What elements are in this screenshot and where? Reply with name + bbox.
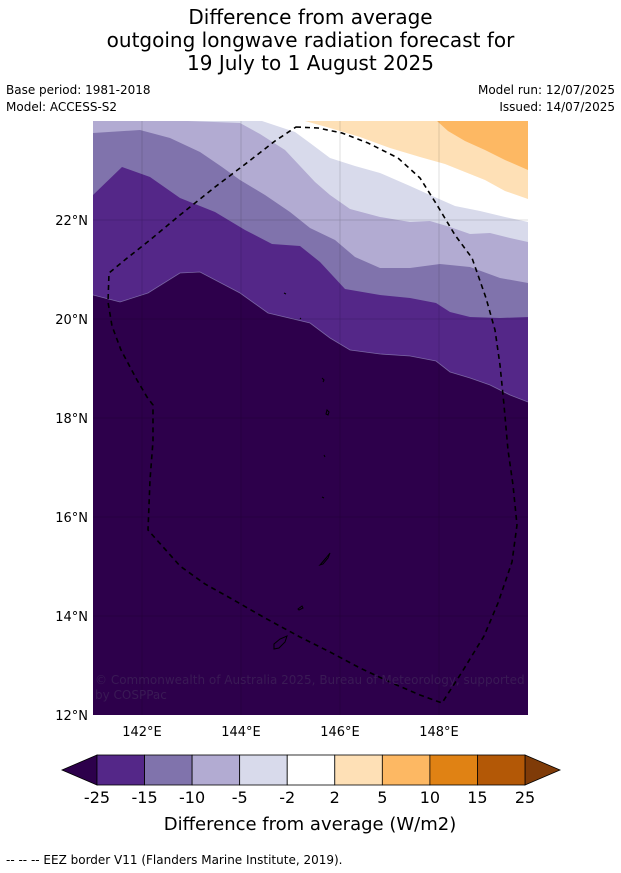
colorbar-segment [381,754,431,786]
lat-tick-18: 18°N [55,412,88,427]
contour-lines [93,271,528,403]
colorbar-segment [191,754,241,786]
colorbar-tick-label: 10 [420,788,440,807]
lat-tick-20: 20°N [55,313,88,328]
colorbar-tick-label: 5 [377,788,387,807]
colorbar-tick-label: -25 [84,788,110,807]
colorbar-tick-label: -2 [279,788,295,807]
copyright-line-1: © Commonwealth of Australia 2025, Bureau… [95,673,525,687]
colorbar-tick-label: -15 [131,788,157,807]
colorbar-over-triangle [524,754,562,786]
base-period-text: Base period: 1981-2018 [6,83,151,97]
lon-tick-146: 146°E [320,725,360,740]
issued-text: Issued: 14/07/2025 [499,100,615,114]
chart-title: Difference from average outgoing longwav… [0,6,621,75]
copyright-line-2: by COSPPac [95,688,167,702]
lat-tick-16: 16°N [55,511,88,526]
lat-tick-12: 12°N [55,709,88,724]
colorbar-under-triangle [60,754,98,786]
colorbar-tick-label: 2 [330,788,340,807]
colorbar-label: Difference from average (W/m2) [164,814,456,835]
graticule [93,121,528,715]
colorbar-segment [286,754,336,786]
colorbar-tick-label: 25 [515,788,535,807]
colorbar-tick-label: 15 [467,788,487,807]
band-5-to-10 [437,121,528,170]
longitude-axis: 142°E 144°E 146°E 148°E [122,725,459,740]
colorbar-segment [239,754,288,786]
model-text: Model: ACCESS-S2 [6,100,118,114]
lon-tick-142: 142°E [122,725,162,740]
colorbar-segment [477,754,526,786]
colorbar-segment [144,754,193,786]
eez-legend-text: -- -- -- EEZ border V11 (Flanders Marine… [6,853,343,867]
colorbar-tick-label: -10 [179,788,205,807]
olr-anomaly-field: © Commonwealth of Australia 2025, Bureau… [93,121,528,715]
title-line-3: 19 July to 1 August 2025 [187,51,434,75]
lat-tick-22: 22°N [55,214,88,229]
lat-tick-14: 14°N [55,610,88,625]
title-line-1: Difference from average [188,5,433,29]
colorbar: -25 -15 -10 -5 -2 2 5 10 15 25 [60,754,562,807]
colorbar-segment [334,754,383,786]
model-run-text: Model run: 12/07/2025 [477,83,615,97]
lon-tick-148: 148°E [419,725,459,740]
lon-tick-144: 144°E [221,725,261,740]
island-outlines [273,292,331,650]
latitude-axis: 22°N 20°N 18°N 16°N 14°N 12°N [55,214,88,724]
colorbar-segment [96,754,145,786]
colorbar-tick-label: -5 [232,788,248,807]
colorbar-segment [429,754,478,786]
title-line-2: outgoing longwave radiation forecast for [106,28,515,52]
